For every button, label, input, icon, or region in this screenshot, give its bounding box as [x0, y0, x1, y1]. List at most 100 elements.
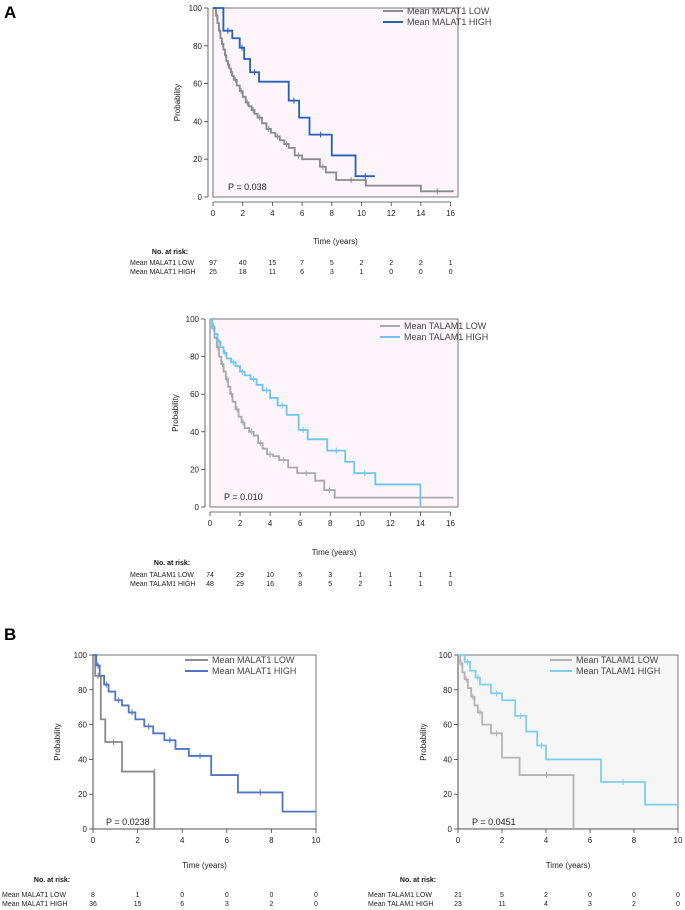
risk-table-title: No. at risk:	[154, 560, 190, 567]
risk-count: 0	[676, 892, 680, 899]
p-value-label: P = 0.038	[228, 182, 267, 192]
p-value-label: P = 0.0451	[472, 817, 516, 827]
y-tick-label: 20	[78, 790, 87, 799]
risk-count: 23	[454, 901, 462, 908]
x-tick-label: 10	[674, 836, 683, 845]
risk-count: 0	[180, 892, 184, 899]
risk-count: 0	[314, 892, 318, 899]
y-tick-label: 100	[186, 315, 200, 324]
risk-count: 29	[236, 581, 244, 588]
risk-count: 6	[180, 901, 184, 908]
plot-area	[209, 318, 459, 508]
x-tick-label: 16	[446, 519, 455, 528]
x-tick-label: 16	[446, 209, 455, 218]
x-axis-label: Time (years)	[182, 861, 227, 870]
risk-count: 48	[206, 581, 214, 588]
risk-table-title: No. at risk:	[152, 249, 188, 256]
risk-count: 15	[134, 901, 142, 908]
risk-count: 1	[418, 581, 422, 588]
risk-row-label: Mean TALAM1 HIGH	[368, 901, 434, 908]
risk-count: 1	[388, 572, 392, 579]
x-tick-label: 8	[330, 209, 335, 218]
risk-count: 0	[314, 901, 318, 908]
y-tick-label: 100	[439, 651, 453, 660]
risk-count: 11	[269, 269, 276, 276]
risk-row-label: Mean TALAM1 LOW	[368, 892, 432, 899]
legend-label: Mean MALAT1 LOW	[407, 6, 490, 16]
y-tick-label: 100	[189, 4, 203, 13]
risk-count: 0	[588, 892, 592, 899]
x-tick-label: 2	[135, 836, 140, 845]
x-tick-label: 0	[208, 519, 213, 528]
risk-count: 1	[449, 260, 453, 267]
panel-label-b: B	[4, 625, 16, 644]
y-axis-label: Probability	[173, 84, 182, 121]
plot-area	[92, 654, 317, 830]
legend-label: Mean TALAM1 HIGH	[576, 666, 660, 676]
x-tick-label: 10	[356, 519, 365, 528]
risk-row-label: Mean TALAM1 HIGH	[130, 581, 196, 588]
risk-count: 1	[358, 572, 362, 579]
risk-count: 0	[419, 269, 423, 276]
legend-label: Mean MALAT1 HIGH	[407, 17, 491, 27]
x-axis-label: Time (years)	[312, 548, 357, 557]
risk-count: 2	[632, 901, 636, 908]
risk-count: 4	[544, 901, 548, 908]
risk-count: 0	[389, 269, 393, 276]
risk-row-label: Mean MALAT1 LOW	[130, 260, 194, 267]
risk-count: 11	[498, 901, 505, 908]
y-axis-label: Probability	[419, 723, 428, 760]
risk-count: 16	[266, 581, 274, 588]
risk-count: 29	[236, 572, 244, 579]
y-tick-label: 20	[190, 465, 199, 474]
y-tick-label: 60	[193, 80, 202, 89]
risk-count: 1	[136, 892, 140, 899]
x-tick-label: 6	[588, 836, 593, 845]
risk-count: 5	[298, 572, 302, 579]
legend-label: Mean TALAM1 HIGH	[404, 332, 488, 342]
x-tick-label: 10	[312, 836, 321, 845]
risk-count: 0	[449, 269, 453, 276]
risk-count: 0	[269, 892, 273, 899]
x-tick-label: 2	[240, 209, 245, 218]
y-axis-label: Probability	[53, 723, 62, 760]
legend-label: Mean MALAT1 LOW	[212, 655, 295, 665]
survival-curve	[213, 7, 454, 193]
risk-count: 0	[632, 892, 636, 899]
survival-curve	[210, 318, 422, 507]
risk-count: 0	[449, 581, 453, 588]
survival-curve	[93, 654, 156, 829]
y-tick-label: 40	[190, 428, 199, 437]
y-tick-label: 60	[443, 721, 452, 730]
x-tick-label: 8	[269, 836, 274, 845]
y-tick-label: 40	[193, 117, 202, 126]
x-tick-label: 14	[416, 209, 425, 218]
x-tick-label: 4	[268, 519, 273, 528]
x-tick-label: 8	[328, 519, 333, 528]
risk-count: 3	[328, 572, 332, 579]
x-tick-label: 2	[500, 836, 505, 845]
p-value-label: P = 0.010	[224, 492, 263, 502]
survival-curve	[93, 654, 316, 813]
risk-count: 3	[225, 901, 229, 908]
risk-count: 0	[225, 892, 229, 899]
x-tick-label: 0	[91, 836, 96, 845]
plot-area	[212, 7, 459, 198]
x-axis-label: Time (years)	[546, 861, 591, 870]
risk-count: 8	[91, 892, 95, 899]
y-tick-label: 80	[190, 353, 199, 362]
x-tick-label: 6	[300, 209, 305, 218]
risk-count: 1	[360, 269, 364, 276]
x-tick-label: 4	[270, 209, 275, 218]
x-tick-label: 4	[544, 836, 549, 845]
risk-count: 2	[358, 581, 362, 588]
risk-count: 2	[269, 901, 273, 908]
x-tick-label: 0	[211, 209, 216, 218]
risk-count: 6	[300, 269, 304, 276]
y-tick-label: 0	[195, 503, 200, 512]
risk-count: 2	[389, 260, 393, 267]
p-value-label: P = 0.0238	[106, 817, 150, 827]
